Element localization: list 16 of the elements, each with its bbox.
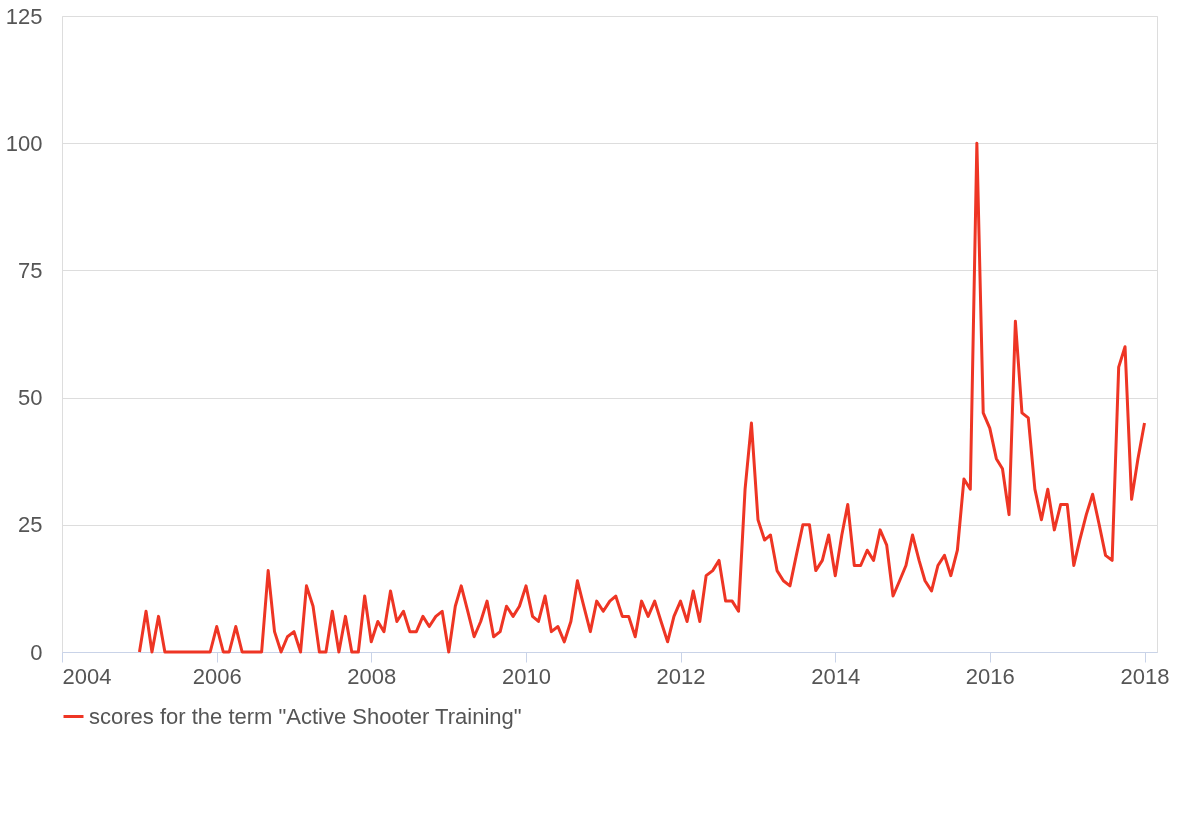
y-tick-label: 25 [18, 512, 43, 538]
x-tick-label: 2018 [1120, 663, 1170, 689]
x-tick-label: 2006 [192, 663, 242, 689]
x-tick-label: 2012 [656, 663, 706, 689]
y-tick-label: 50 [18, 385, 43, 411]
y-tick-label: 125 [5, 3, 43, 29]
x-tick-label: 2014 [811, 663, 861, 689]
x-tick-label: 2016 [965, 663, 1015, 689]
x-tick-label: 2010 [502, 663, 551, 689]
line-series [137, 141, 1147, 654]
y-tick-label: 75 [18, 257, 43, 283]
y-tick-label: 100 [5, 130, 43, 156]
x-tick-label: 2004 [62, 663, 112, 689]
x-tick-label: 2008 [347, 663, 397, 689]
legend-label: scores for the term "Active Shooter Training" [89, 703, 522, 729]
y-tick-label: 0 [30, 639, 43, 665]
